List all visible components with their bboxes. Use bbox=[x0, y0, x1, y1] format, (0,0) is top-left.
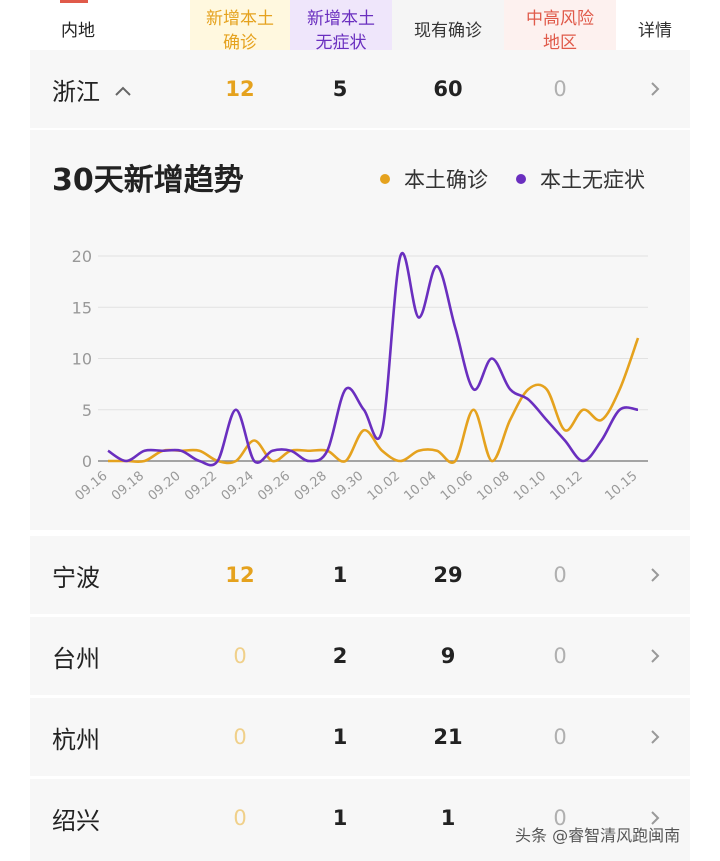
x-tick-label: 09.30 bbox=[328, 469, 366, 504]
y-tick-label: 20 bbox=[72, 247, 92, 266]
table-header: 内地 新增本土 确诊 新增本土 无症状 现有确诊 中高风险 地区 详情 bbox=[30, 0, 690, 62]
chevron-right-icon[interactable] bbox=[650, 617, 660, 695]
trend-chart-panel bbox=[30, 130, 690, 530]
city-risk: 0 bbox=[553, 725, 567, 749]
city-row[interactable]: 绍兴 0 1 1 0 bbox=[30, 779, 690, 861]
x-tick-label: 09.20 bbox=[146, 469, 184, 504]
x-tick-label: 09.24 bbox=[219, 469, 257, 504]
city-new-confirm: 0 bbox=[233, 806, 247, 830]
series-line-confirm bbox=[108, 337, 640, 465]
province-row[interactable]: 浙江 12 5 60 0 bbox=[30, 50, 690, 128]
chevron-right-icon[interactable] bbox=[650, 50, 660, 128]
city-row[interactable]: 台州 0 2 9 0 bbox=[30, 617, 690, 695]
city-risk: 0 bbox=[553, 563, 567, 587]
city-name: 宁波 bbox=[52, 563, 100, 592]
x-tick-label: 10.15 bbox=[602, 469, 640, 504]
header-region: 内地 bbox=[61, 21, 95, 41]
legend-confirm: 本土确诊 bbox=[380, 164, 488, 194]
chevron-right-icon[interactable] bbox=[650, 779, 660, 857]
legend-confirm-dot bbox=[380, 174, 390, 184]
x-tick-label: 09.22 bbox=[182, 469, 220, 504]
y-tick-label: 0 bbox=[82, 452, 92, 471]
x-tick-label: 09.26 bbox=[255, 469, 293, 504]
city-new-confirm: 12 bbox=[225, 563, 255, 587]
province-new-confirm: 12 bbox=[225, 77, 255, 101]
y-tick-label: 5 bbox=[82, 401, 92, 420]
chevron-right-icon[interactable] bbox=[650, 536, 660, 614]
x-tick-label: 09.16 bbox=[72, 469, 110, 504]
city-risk: 0 bbox=[553, 644, 567, 668]
city-current: 9 bbox=[440, 644, 456, 668]
chart-title: 30天新增趋势 bbox=[52, 163, 244, 198]
x-tick-label: 10.12 bbox=[548, 469, 586, 504]
x-tick-label: 10.08 bbox=[474, 469, 512, 504]
city-new-asymptomatic: 1 bbox=[332, 725, 348, 749]
province-current: 60 bbox=[433, 77, 463, 101]
header-detail: 详情 bbox=[638, 21, 672, 41]
city-new-confirm: 0 bbox=[233, 725, 247, 749]
x-tick-label: 10.02 bbox=[365, 469, 403, 504]
header-accent bbox=[60, 0, 88, 3]
x-tick-label: 10.10 bbox=[511, 469, 549, 504]
city-current: 29 bbox=[433, 563, 463, 587]
city-row[interactable]: 宁波 12 1 29 0 bbox=[30, 536, 690, 614]
city-current: 21 bbox=[433, 725, 463, 749]
city-new-asymptomatic: 1 bbox=[332, 806, 348, 830]
x-tick-label: 09.28 bbox=[292, 469, 330, 504]
x-tick-label: 09.18 bbox=[109, 469, 147, 504]
city-row[interactable]: 杭州 0 1 21 0 bbox=[30, 698, 690, 776]
city-new-asymptomatic: 1 bbox=[332, 563, 348, 587]
city-name: 绍兴 bbox=[52, 806, 100, 835]
city-current: 1 bbox=[440, 806, 456, 830]
city-name: 杭州 bbox=[52, 725, 100, 754]
province-name: 浙江 bbox=[52, 50, 132, 128]
x-tick-label: 10.06 bbox=[438, 469, 476, 504]
city-new-asymptomatic: 2 bbox=[332, 644, 348, 668]
y-tick-label: 15 bbox=[72, 298, 92, 317]
city-new-confirm: 0 bbox=[233, 644, 247, 668]
legend-asym-dot bbox=[516, 174, 526, 184]
watermark: 头条 @睿智清风跑闽南 bbox=[515, 826, 681, 845]
trend-chart: 0510152009.1609.1809.2009.2209.2409.2609… bbox=[72, 247, 648, 504]
city-risk: 0 bbox=[553, 806, 567, 830]
y-tick-label: 10 bbox=[72, 350, 92, 369]
chevron-up-icon[interactable] bbox=[114, 75, 132, 103]
legend-asymptomatic: 本土无症状 bbox=[516, 164, 645, 194]
province-new-asymptomatic: 5 bbox=[332, 77, 348, 101]
city-name: 台州 bbox=[52, 644, 100, 673]
province-risk: 0 bbox=[553, 77, 567, 101]
x-tick-label: 10.04 bbox=[401, 469, 439, 504]
chevron-right-icon[interactable] bbox=[650, 698, 660, 776]
series-line-asymptomatic bbox=[107, 251, 639, 467]
